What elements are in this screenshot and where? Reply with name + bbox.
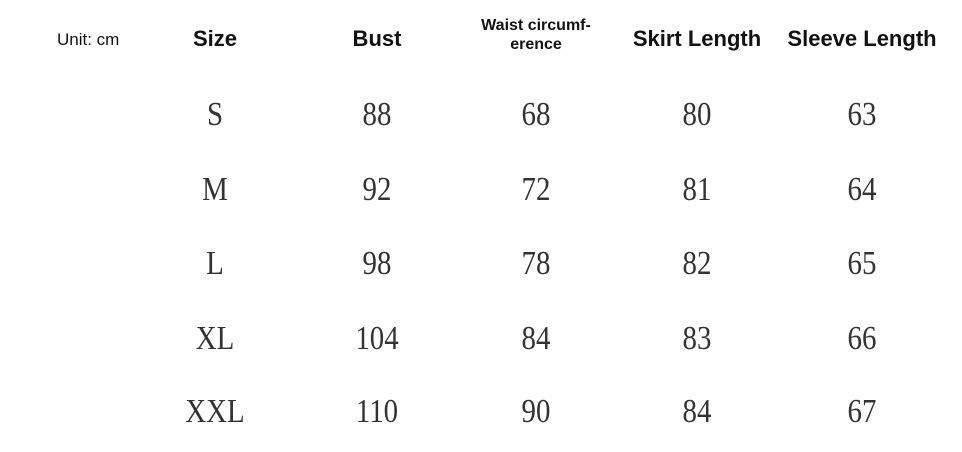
cell-sleeve-length: 67 [847, 393, 877, 430]
header-line: Waist circumf- [481, 17, 591, 34]
cell-sleeve-length: 66 [847, 320, 877, 357]
cell-size: M [202, 171, 228, 208]
header-line: erence [510, 36, 562, 53]
header-size: Size [192, 26, 238, 51]
cell-waist: 78 [521, 245, 551, 282]
cell-bust: 110 [355, 393, 399, 430]
header-bust: Bust [352, 26, 402, 51]
cell-skirt-length: 82 [682, 245, 712, 282]
cell-bust: 104 [355, 320, 399, 357]
cell-size: L [206, 245, 224, 282]
cell-skirt-length: 83 [682, 320, 712, 357]
cell-waist: 72 [521, 171, 551, 208]
unit-label: Unit: cm [57, 30, 120, 49]
cell-bust: 98 [362, 245, 392, 282]
header-skirt-length: Skirt Length [632, 26, 762, 51]
cell-sleeve-length: 63 [847, 96, 877, 133]
cell-bust: 92 [362, 171, 392, 208]
cell-skirt-length: 80 [682, 96, 712, 133]
cell-size: XL [195, 320, 235, 357]
cell-sleeve-length: 65 [847, 245, 877, 282]
header-waist: Waist circumf-erence [481, 16, 591, 54]
header-sleeve-length: Sleeve Length [787, 26, 937, 51]
cell-bust: 88 [362, 96, 392, 133]
cell-waist: 84 [521, 320, 551, 357]
cell-sleeve-length: 64 [847, 171, 877, 208]
cell-size: S [206, 96, 224, 133]
cell-size: XXL [185, 393, 245, 430]
cell-waist: 90 [521, 393, 551, 430]
cell-waist: 68 [521, 96, 551, 133]
cell-skirt-length: 81 [682, 171, 712, 208]
cell-skirt-length: 84 [682, 393, 712, 430]
